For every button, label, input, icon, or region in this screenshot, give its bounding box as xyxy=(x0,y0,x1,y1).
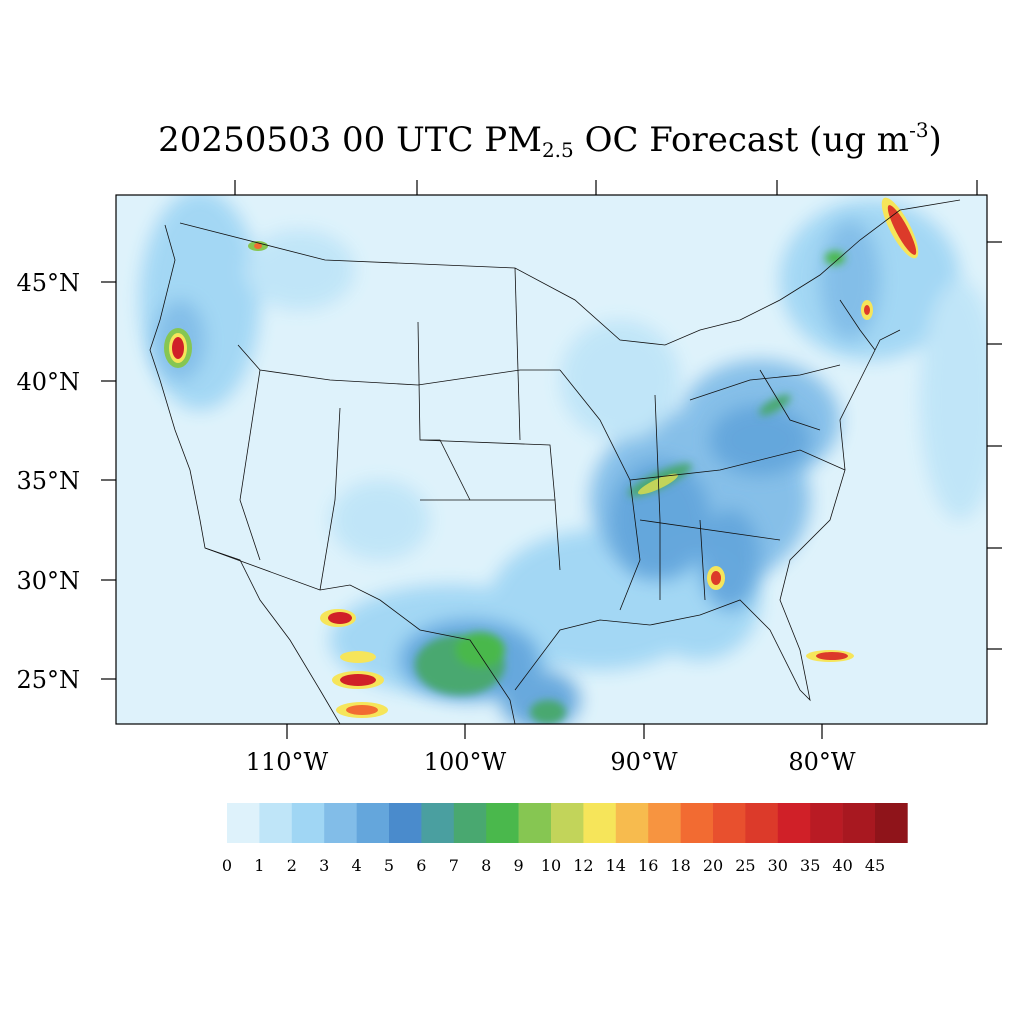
lon-label: 80°W xyxy=(788,748,856,776)
colorbar-swatch xyxy=(324,803,357,843)
hotspot-quebec xyxy=(881,197,919,259)
colorbar-label: 18 xyxy=(670,856,690,875)
colorbar-swatch xyxy=(745,803,779,843)
colorbar-label: 40 xyxy=(832,856,852,875)
hotspot-mexico-north xyxy=(320,609,356,627)
lat-label: 45°N xyxy=(16,269,80,297)
lat-label: 30°N xyxy=(16,567,80,595)
lon-label: 90°W xyxy=(610,748,678,776)
colorbar-swatch xyxy=(583,803,617,843)
hotspot-mexico-mid xyxy=(332,651,384,689)
colorbar-swatch xyxy=(680,803,714,843)
colorbar-swatch xyxy=(453,803,487,843)
concentration-field xyxy=(140,195,987,724)
colorbar-swatch xyxy=(259,803,293,843)
colorbar-label: 16 xyxy=(638,856,658,875)
colorbar-swatch xyxy=(518,803,552,843)
colorbar-label: 12 xyxy=(573,856,593,875)
colorbar-swatch xyxy=(389,803,422,843)
hotspot-cuba xyxy=(806,650,854,662)
colorbar-label: 2 xyxy=(287,856,297,875)
colorbar-label: 25 xyxy=(735,856,755,875)
colorbar-label: 1 xyxy=(254,856,264,875)
hotspot-mexico-south xyxy=(336,702,388,718)
colorbar-swatch xyxy=(356,803,390,843)
colorbar-label: 8 xyxy=(481,856,491,875)
lat-label: 40°N xyxy=(16,368,80,396)
colorbar-label: 45 xyxy=(865,856,885,875)
axis-ticks xyxy=(101,180,1002,739)
colorbar: 0 1 2 3 4 5 6 7 8 9 10 12 14 16 18 20 25 30 35 40 45 xyxy=(222,803,908,875)
colorbar-label: 10 xyxy=(541,856,561,875)
colorbar-label: 14 xyxy=(606,856,626,875)
colorbar-swatch xyxy=(291,803,325,843)
colorbar-swatch xyxy=(810,803,843,843)
hotspot-vermont xyxy=(861,300,873,320)
colorbar-swatch xyxy=(648,803,681,843)
colorbar-label: 9 xyxy=(514,856,524,875)
colorbar-label: 30 xyxy=(768,856,788,875)
colorbar-swatch xyxy=(421,803,455,843)
colorbar-swatch xyxy=(227,803,260,843)
state-boundaries xyxy=(149,199,961,724)
lon-label: 100°W xyxy=(424,748,507,776)
hotspot-idaho xyxy=(248,241,268,251)
colorbar-label: 35 xyxy=(800,856,820,875)
colorbar-label: 7 xyxy=(449,856,459,875)
colorbar-swatch xyxy=(551,803,584,843)
colorbar-swatch xyxy=(486,803,519,843)
hotspot-oregon xyxy=(164,328,192,368)
colorbar-swatch xyxy=(615,803,649,843)
hotspot-kentucky xyxy=(637,473,679,495)
colorbar-label: 0 xyxy=(222,856,232,875)
longitude-labels: 110°W 100°W 90°W 80°W xyxy=(246,748,856,776)
colorbar-label: 6 xyxy=(416,856,426,875)
colorbar-label: 4 xyxy=(352,856,362,875)
lat-label: 25°N xyxy=(16,666,80,694)
map-frame xyxy=(115,194,988,725)
colorbar-swatch xyxy=(842,803,876,843)
colorbar-label: 3 xyxy=(319,856,329,875)
colorbar-swatch xyxy=(777,803,811,843)
lat-label: 35°N xyxy=(16,467,80,495)
colorbar-label: 20 xyxy=(703,856,723,875)
colorbar-swatch xyxy=(875,803,908,843)
lon-label: 110°W xyxy=(246,748,329,776)
hotspot-georgia xyxy=(707,566,725,590)
map-title: 20250503 00 UTC PM2.5 OC Forecast (ug m-… xyxy=(158,118,942,162)
colorbar-label: 5 xyxy=(384,856,394,875)
colorbar-swatch xyxy=(713,803,746,843)
latitude-labels: 45°N 40°N 35°N 30°N 25°N xyxy=(16,269,80,694)
